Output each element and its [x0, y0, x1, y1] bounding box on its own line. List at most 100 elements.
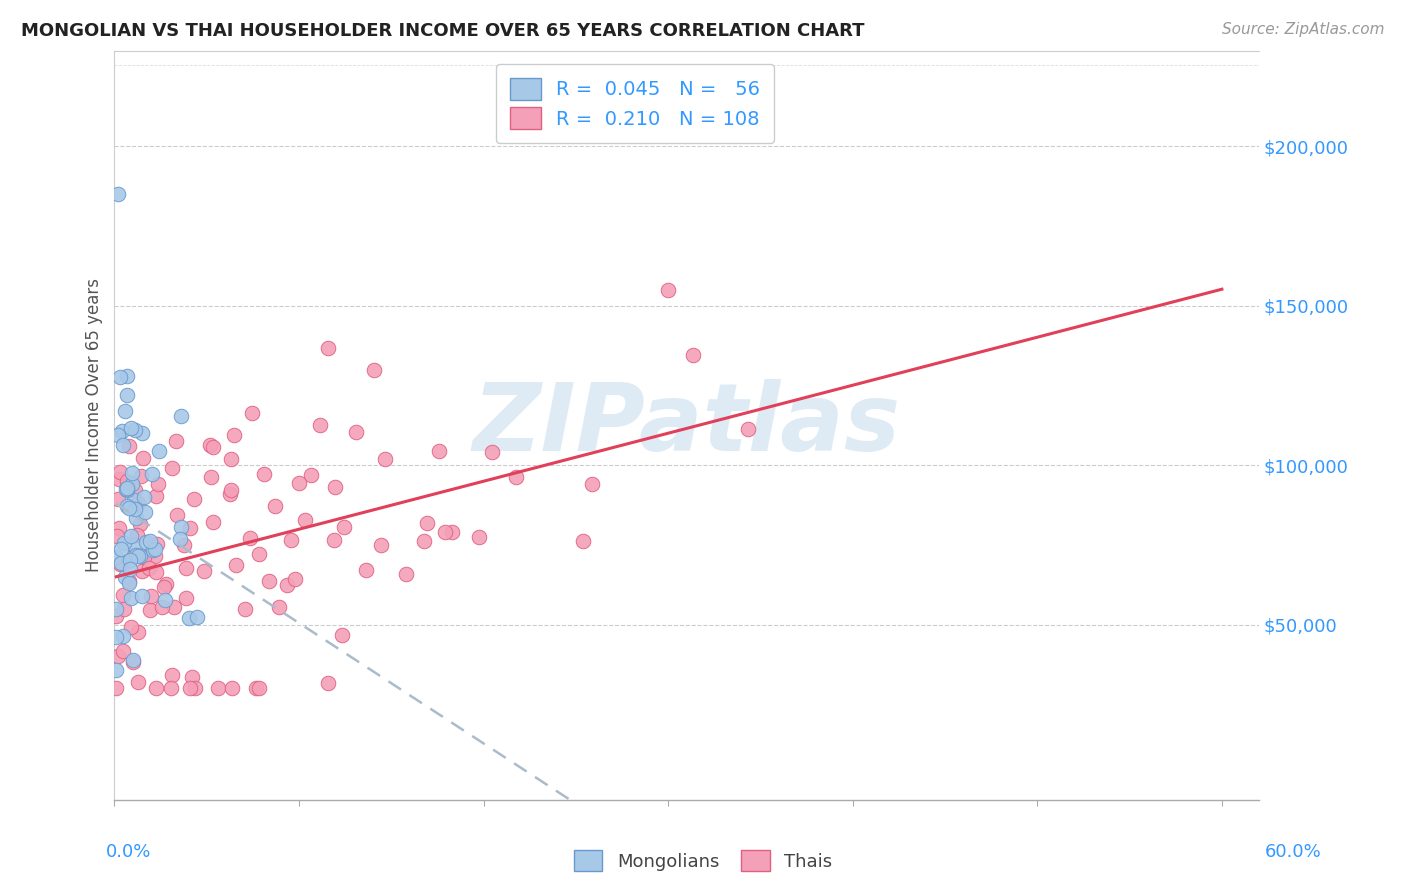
Point [120, 529, 142, 543]
Point [105, 681, 128, 696]
Point [129, 517, 152, 532]
Point [131, 565, 153, 579]
Point [198, 438, 221, 452]
Point [122, 538, 145, 552]
Point [105, 630, 128, 644]
Point [166, 508, 188, 523]
Point [121, 466, 143, 480]
Point [108, 557, 131, 571]
Point [247, 681, 270, 696]
Point [139, 589, 162, 603]
Point [170, 520, 193, 534]
Point [127, 675, 149, 690]
Point [267, 599, 290, 614]
Point [124, 423, 146, 437]
Point [120, 620, 142, 634]
Point [114, 404, 136, 418]
Point [115, 474, 138, 488]
Point [124, 548, 146, 562]
Point [170, 409, 193, 423]
Point [117, 368, 139, 383]
Point [135, 535, 157, 549]
Point [434, 524, 457, 539]
Point [107, 648, 129, 663]
Point [581, 476, 603, 491]
Point [107, 187, 129, 202]
Point [316, 676, 339, 690]
Point [200, 470, 222, 484]
Point [125, 510, 148, 524]
Point [202, 440, 225, 454]
Point [179, 521, 201, 535]
Point [323, 480, 346, 494]
Point [173, 538, 195, 552]
Point [682, 348, 704, 362]
Point [309, 417, 332, 432]
Point [247, 547, 270, 561]
Text: Source: ZipAtlas.com: Source: ZipAtlas.com [1222, 22, 1385, 37]
Point [440, 524, 463, 539]
Point [120, 591, 142, 605]
Point [131, 469, 153, 483]
Point [233, 602, 256, 616]
Point [127, 625, 149, 640]
Point [180, 670, 202, 684]
Point [288, 475, 311, 490]
Point [127, 549, 149, 564]
Point [280, 533, 302, 547]
Point [118, 501, 141, 516]
Point [132, 450, 155, 465]
Point [225, 558, 247, 573]
Point [572, 534, 595, 549]
Point [105, 663, 128, 677]
Point [150, 600, 173, 615]
Point [395, 566, 418, 581]
Point [221, 452, 243, 467]
Point [183, 492, 205, 507]
Point [111, 644, 134, 658]
Point [139, 602, 162, 616]
Point [176, 561, 198, 575]
Point [105, 602, 128, 616]
Point [148, 444, 170, 458]
Point [125, 528, 148, 542]
Point [122, 653, 145, 667]
Point [110, 465, 132, 479]
Point [118, 439, 141, 453]
Point [207, 681, 229, 696]
Point [114, 570, 136, 584]
Point [333, 519, 356, 533]
Point [112, 438, 135, 452]
Point [148, 477, 170, 491]
Point [330, 628, 353, 642]
Point [163, 600, 186, 615]
Y-axis label: Householder Income Over 65 years: Householder Income Over 65 years [86, 278, 103, 573]
Text: 60.0%: 60.0% [1265, 843, 1322, 861]
Point [105, 550, 128, 565]
Point [162, 668, 184, 682]
Point [169, 532, 191, 546]
Point [124, 502, 146, 516]
Point [283, 572, 305, 586]
Point [112, 535, 135, 549]
Point [115, 500, 138, 514]
Point [143, 549, 166, 563]
Legend: Mongolians, Thais: Mongolians, Thais [567, 843, 839, 879]
Point [737, 422, 759, 436]
Point [242, 406, 264, 420]
Point [111, 424, 134, 438]
Point [118, 562, 141, 576]
Point [160, 681, 183, 696]
Point [316, 341, 339, 355]
Point [128, 549, 150, 564]
Point [122, 493, 145, 508]
Point [239, 532, 262, 546]
Point [177, 611, 200, 625]
Text: 0.0%: 0.0% [105, 843, 150, 861]
Point [193, 564, 215, 578]
Point [294, 513, 316, 527]
Text: ZIPatlas: ZIPatlas [472, 379, 901, 471]
Point [110, 556, 132, 570]
Point [370, 538, 392, 552]
Point [138, 561, 160, 575]
